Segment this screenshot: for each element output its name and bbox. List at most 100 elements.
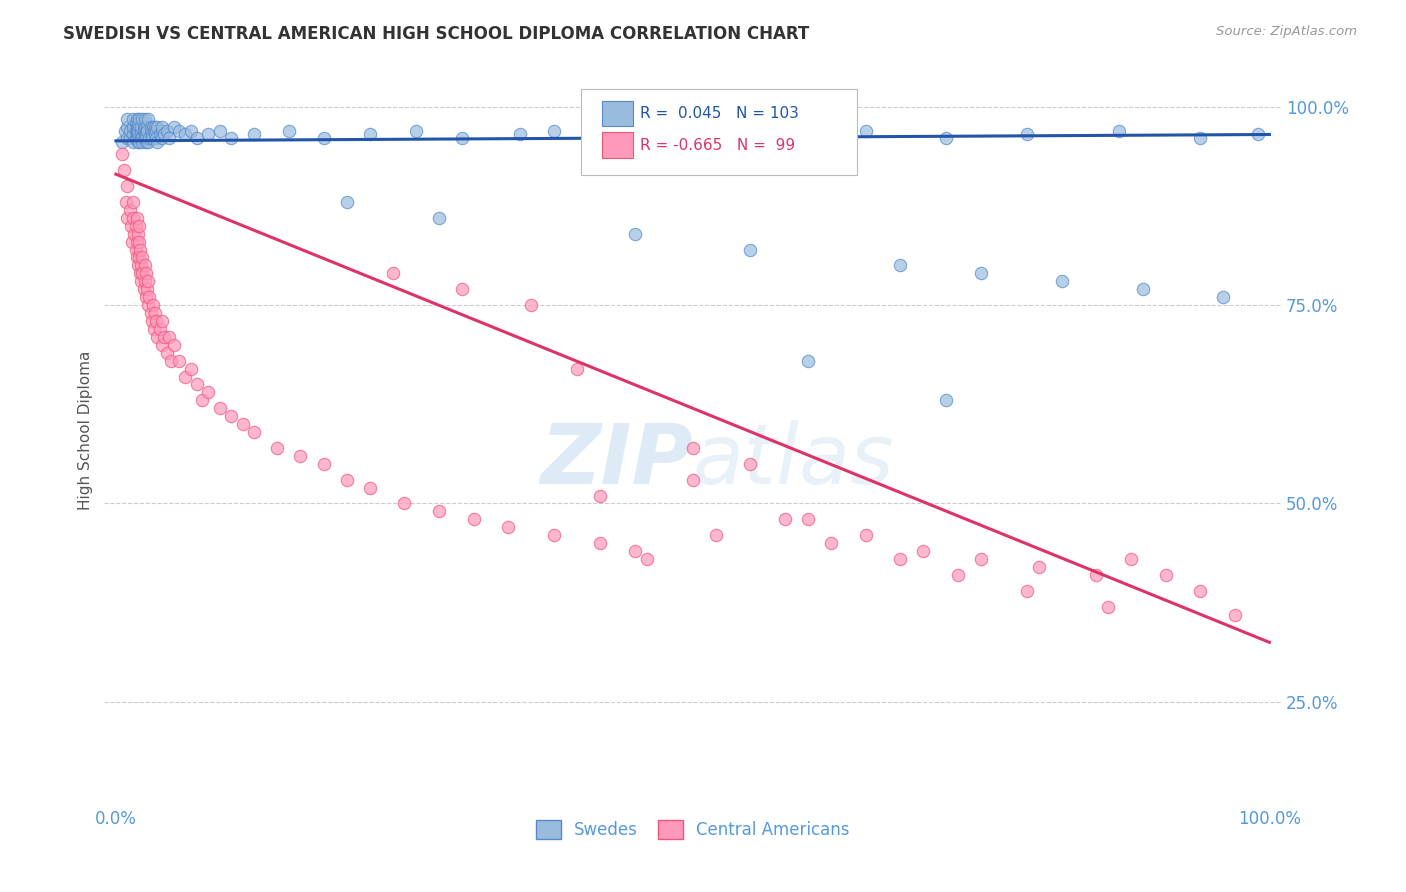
Point [162,120,184,134]
Point [125,235,148,249]
Point [208,401,231,416]
Point [156,345,179,359]
Point [135,266,157,280]
Point [219,131,242,145]
Point [134,120,156,134]
Point [128,136,150,150]
Point [180,123,202,137]
Point [1097,599,1119,614]
Point [143,123,166,137]
Point [111,147,134,161]
Point [1085,567,1108,582]
Point [125,131,148,145]
Point [129,266,152,280]
Point [129,243,152,257]
Point [174,128,197,142]
Point [160,353,183,368]
Point [132,120,155,134]
Point [1247,128,1270,142]
Point [136,274,159,288]
Point [136,112,159,126]
Point [1028,560,1050,574]
Point [117,179,139,194]
Point [127,123,149,137]
Point [127,128,149,142]
Point [359,481,381,495]
Point [129,123,152,137]
Point [773,128,796,142]
Point [889,552,911,566]
FancyBboxPatch shape [602,101,633,127]
Point [134,259,156,273]
Point [136,120,159,134]
Point [1223,607,1246,622]
Point [197,128,219,142]
Point [1132,282,1154,296]
Point [132,282,155,296]
Point [120,219,142,233]
Point [112,163,135,178]
Point [1189,583,1212,598]
Point [855,123,877,137]
Point [129,274,152,288]
Point [394,496,416,510]
Point [142,298,165,312]
Point [153,330,176,344]
Point [970,266,993,280]
Point [186,131,208,145]
Point [682,441,704,455]
Point [797,353,820,368]
Point [219,409,242,424]
Point [1189,131,1212,145]
Point [143,322,166,336]
Point [405,123,427,137]
Point [149,128,172,142]
Point [157,330,180,344]
Point [132,123,155,137]
Point [139,120,162,134]
Point [290,449,312,463]
Point [509,128,531,142]
Point [138,290,160,304]
Point [141,128,163,142]
Point [115,194,138,209]
Point [134,112,156,126]
Point [243,128,266,142]
Point [127,259,149,273]
FancyBboxPatch shape [602,132,633,158]
Point [150,338,173,352]
Point [122,112,145,126]
Point [124,227,146,241]
Point [970,552,993,566]
Point [1154,567,1177,582]
Point [589,489,612,503]
Point [186,377,208,392]
Point [773,512,796,526]
Point [174,369,197,384]
Point [359,128,381,142]
Point [180,361,202,376]
Point [127,120,149,134]
Point [146,136,169,150]
Point [143,120,166,134]
Point [135,123,157,137]
Point [232,417,254,431]
Point [125,211,148,225]
Point [128,112,150,126]
Point [1108,123,1130,137]
Point [567,361,589,376]
Point [146,120,169,134]
Point [740,457,762,471]
Point [124,131,146,145]
Point [134,131,156,145]
Point [131,266,153,280]
Point [114,123,136,137]
Point [145,131,167,145]
Point [143,306,166,320]
Point [136,298,159,312]
Point [136,282,159,296]
Point [122,120,145,134]
Point [143,128,166,142]
Point [135,290,157,304]
Point [820,536,842,550]
